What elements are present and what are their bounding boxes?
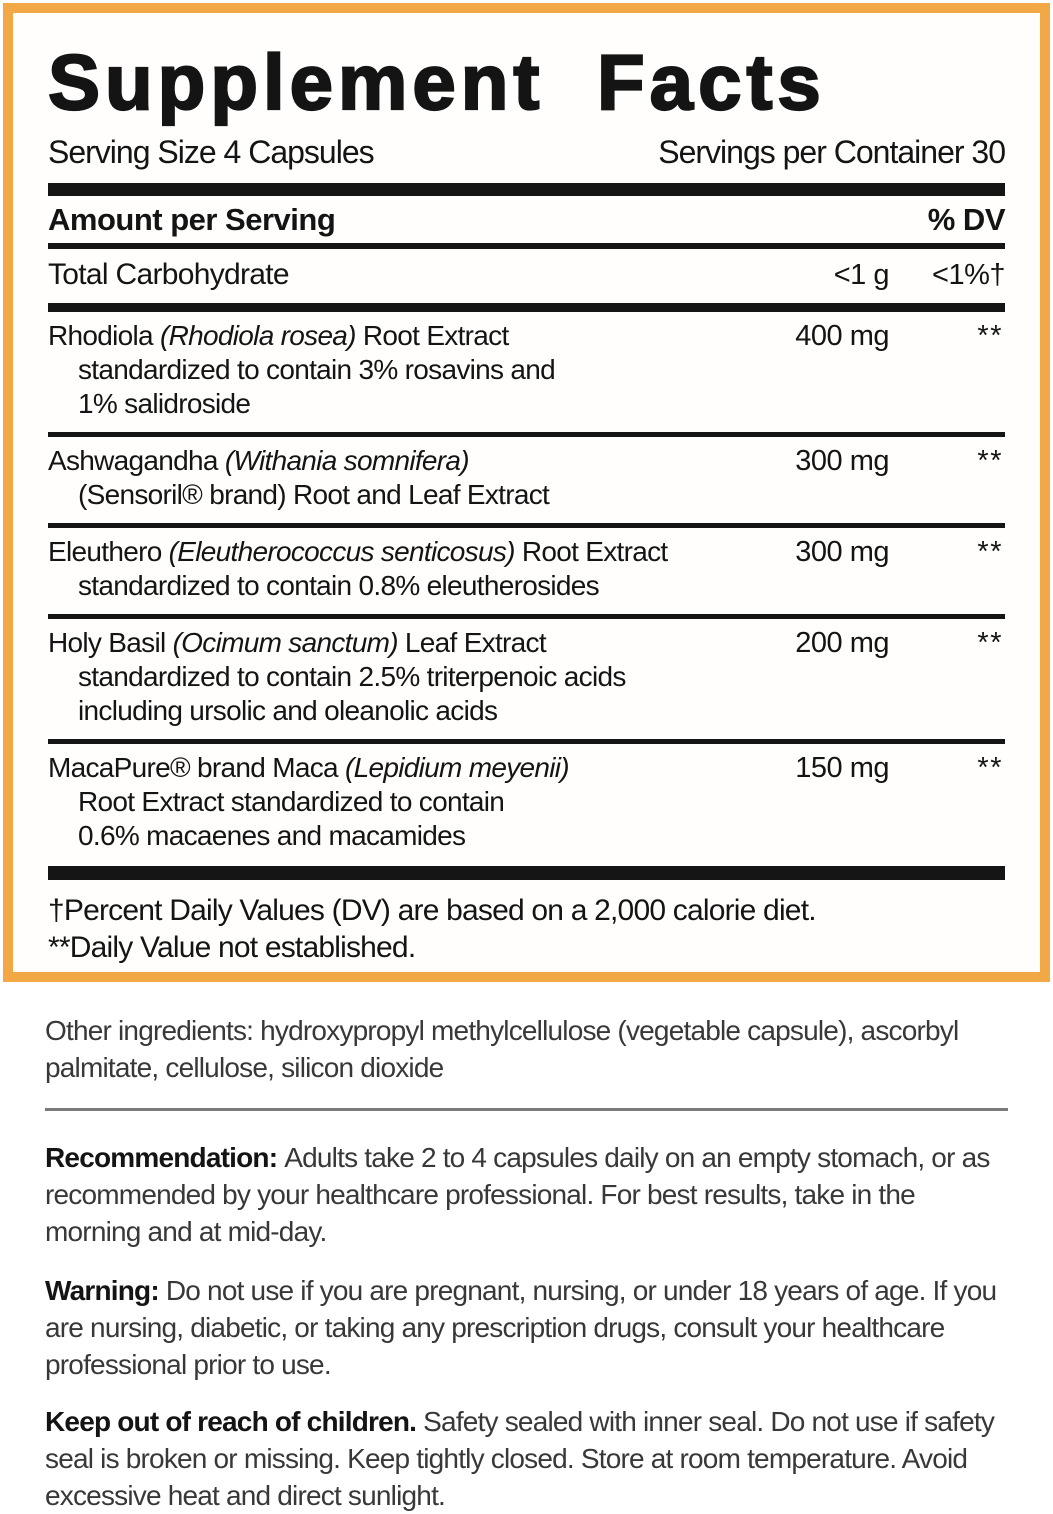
divider-medium xyxy=(48,303,1005,312)
footnote-daily-values: †Percent Daily Values (DV) are based on … xyxy=(48,894,817,927)
ingredient-row-ashwagandha: Ashwagandha (Withania somnifera) (Sensor… xyxy=(48,437,1005,523)
ingredient-row-maca: MacaPure® brand Maca (Lepidium meyenii) … xyxy=(48,744,1005,864)
ingredient-name-text: Ashwagandha xyxy=(48,445,225,476)
carbohydrate-amount: <1 g xyxy=(833,259,890,291)
ingredient-name-text: Holy Basil xyxy=(48,627,173,658)
ingredient-dv: ** xyxy=(977,320,1003,352)
ingredient-name-block: Holy Basil (Ocimum sanctum) Leaf Extract… xyxy=(48,626,744,728)
ingredient-detail-line: Root Extract standardized to contain xyxy=(78,786,505,817)
amount-per-serving-header: Amount per Serving xyxy=(48,202,336,237)
info-section: Other ingredients: hydroxypropyl methylc… xyxy=(45,1012,1008,1514)
ingredient-latin-name: (Rhodiola rosea) xyxy=(160,320,356,351)
ingredient-amount: 200 mg xyxy=(795,627,889,659)
footnote-dv-not-established: **Daily Value not established. xyxy=(48,931,416,964)
warning-text: Do not use if you are pregnant, nursing,… xyxy=(45,1275,997,1380)
ingredient-detail-line: 1% salidroside xyxy=(78,388,251,419)
other-ingredients-paragraph: Other ingredients: hydroxypropyl methylc… xyxy=(45,1015,959,1083)
row-separator xyxy=(48,614,1005,619)
divider-thin xyxy=(48,243,1005,249)
ingredient-name-text: MacaPure® brand Maca xyxy=(48,752,345,783)
row-separator xyxy=(48,523,1005,528)
carbohydrate-row: Total Carbohydrate <1 g <1%† xyxy=(48,249,1006,303)
ingredient-detail-line: standardized to contain 3% rosavins and xyxy=(78,354,556,385)
percent-dv-header: % DV xyxy=(927,202,1006,237)
ingredient-row-holy-basil: Holy Basil (Ocimum sanctum) Leaf Extract… xyxy=(48,619,1005,739)
ingredient-name-block: Ashwagandha (Withania somnifera) (Sensor… xyxy=(48,444,744,512)
ingredient-amount: 150 mg xyxy=(795,752,889,784)
ingredient-row-eleuthero: Eleuthero (Eleutherococcus senticosus) R… xyxy=(48,528,1005,614)
servings-per-container: Servings per Container 30 xyxy=(658,134,1006,170)
keep-out-of-reach-paragraph: Keep out of reach of children. Safety sea… xyxy=(45,1403,1008,1514)
ingredient-dv: ** xyxy=(977,536,1003,568)
ingredient-detail-line: including ursolic and oleanolic acids xyxy=(78,695,498,726)
ingredient-detail-line: standardized to contain 0.8% eleutherosi… xyxy=(78,570,600,601)
recommendation-paragraph: Recommendation: Adults take 2 to 4 capsul… xyxy=(45,1139,1008,1250)
column-header-row: Amount per Serving % DV xyxy=(48,196,1006,243)
ingredient-row-rhodiola: Rhodiola (Rhodiola rosea) Root Extract s… xyxy=(48,312,1005,432)
ingredient-name-block: Rhodiola (Rhodiola rosea) Root Extract s… xyxy=(48,319,744,421)
ingredient-name-line: Eleuthero (Eleutherococcus senticosus) R… xyxy=(48,535,744,569)
ingredient-name-text: Root Extract xyxy=(514,536,668,567)
supplement-facts-panel: Supplement Facts Serving Size 4 Capsules… xyxy=(3,3,1050,982)
carbohydrate-dv: <1%† xyxy=(932,259,1005,291)
ingredient-latin-name: (Withania somnifera) xyxy=(224,445,470,476)
serving-size: Serving Size 4 Capsules xyxy=(48,134,375,170)
section-divider xyxy=(45,1108,1008,1111)
warning-paragraph: Warning: Do not use if you are pregnant, … xyxy=(45,1272,1008,1383)
ingredient-name-block: Eleuthero (Eleutherococcus senticosus) R… xyxy=(48,535,744,603)
recommendation-text: Adults take 2 to 4 capsules daily on an … xyxy=(45,1142,990,1247)
ingredient-dv: ** xyxy=(977,445,1003,477)
ingredient-name-line: Rhodiola (Rhodiola rosea) Root Extract xyxy=(48,319,744,353)
row-separator xyxy=(48,739,1005,744)
ingredient-dv: ** xyxy=(977,752,1003,784)
ingredient-name-text: Eleuthero xyxy=(48,536,169,567)
ingredient-amount: 300 mg xyxy=(795,445,889,477)
ingredient-dv: ** xyxy=(977,627,1003,659)
ingredient-latin-name: (Lepidium meyenii) xyxy=(344,752,570,783)
divider-thick xyxy=(48,183,1005,196)
ingredient-name-line: Holy Basil (Ocimum sanctum) Leaf Extract xyxy=(48,626,744,660)
ingredient-amount: 400 mg xyxy=(795,320,889,352)
ingredient-name-text: Leaf Extract xyxy=(397,627,547,658)
ingredient-name-text: Root Extract xyxy=(355,320,509,351)
ingredient-latin-name: (Eleutherococcus senticosus) xyxy=(168,536,516,567)
ingredient-amount: 300 mg xyxy=(795,536,889,568)
ingredient-name-block: MacaPure® brand Maca (Lepidium meyenii) … xyxy=(48,751,744,853)
row-separator xyxy=(48,432,1005,437)
ingredient-name-line: MacaPure® brand Maca (Lepidium meyenii) xyxy=(48,751,744,785)
ingredient-name-text: Rhodiola xyxy=(48,320,161,351)
keep-out-of-reach-label: Keep out of reach of children. xyxy=(45,1406,417,1437)
footnotes: †Percent Daily Values (DV) are based on … xyxy=(48,880,1005,966)
ingredient-name-line: Ashwagandha (Withania somnifera) xyxy=(48,444,744,478)
ingredient-detail-line: standardized to contain 2.5% triterpenoi… xyxy=(78,661,626,692)
serving-row: Serving Size 4 Capsules Servings per Con… xyxy=(48,133,1006,171)
ingredient-detail-line: (Sensoril® brand) Root and Leaf Extract xyxy=(78,479,550,510)
ingredient-detail-line: 0.6% macaenes and macamides xyxy=(78,820,466,851)
divider-thick xyxy=(48,866,1005,880)
warning-label: Warning: xyxy=(45,1275,160,1306)
carbohydrate-name: Total Carbohydrate xyxy=(48,258,290,291)
recommendation-label: Recommendation: xyxy=(45,1142,278,1173)
panel-title: Supplement Facts xyxy=(47,38,826,126)
ingredient-latin-name: (Ocimum sanctum) xyxy=(172,627,399,658)
